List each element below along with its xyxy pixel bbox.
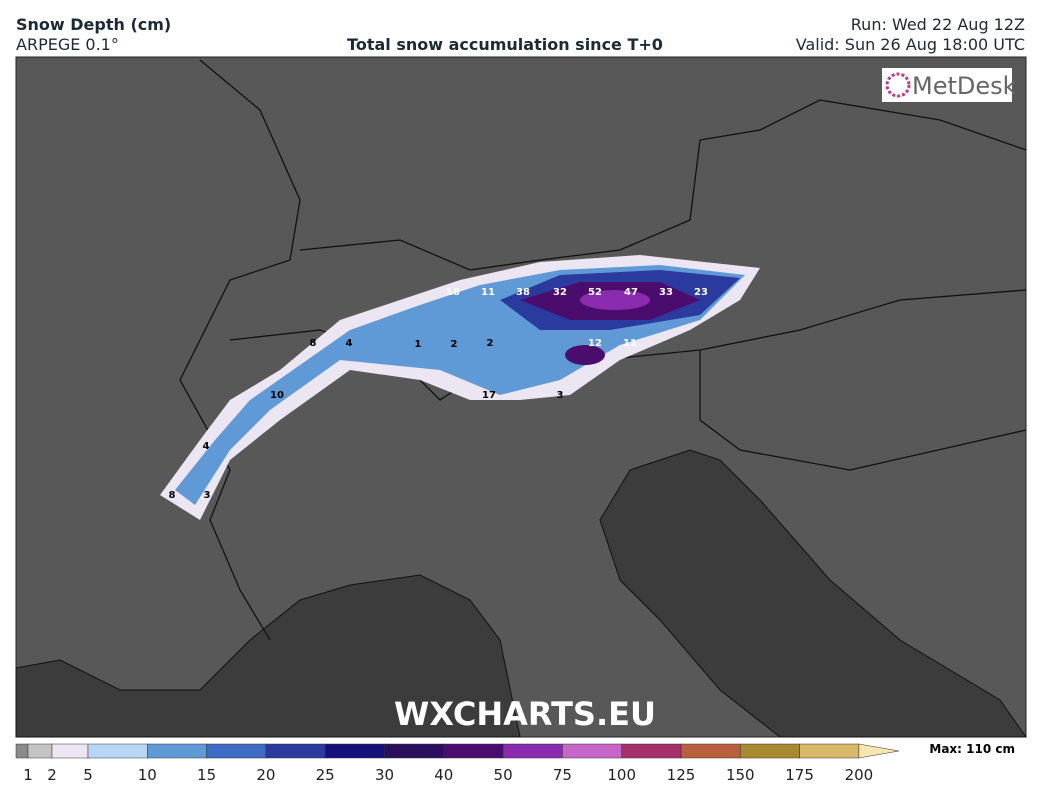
max-label: Max: 110 cm <box>929 742 1015 756</box>
legend-swatch <box>740 743 800 759</box>
legend-tick-label: 15 <box>197 766 216 784</box>
legend-swatch <box>265 743 326 759</box>
map-label: 8 <box>169 490 176 501</box>
legend-swatch <box>27 743 53 759</box>
map-label: 4 <box>346 338 353 349</box>
legend-swatch <box>147 743 207 759</box>
legend-swatch <box>502 743 563 759</box>
legend-tick-label: 20 <box>256 766 275 784</box>
legend-tick-label: 50 <box>494 766 513 784</box>
legend-tick-label: 175 <box>785 766 814 784</box>
legend-swatch <box>562 743 622 759</box>
legend-tick-label: 1 <box>23 766 33 784</box>
legend-tick-label: 200 <box>845 766 874 784</box>
legend-tick-label: 150 <box>726 766 755 784</box>
title: Snow Depth (cm) <box>16 15 171 34</box>
map-label: 4 <box>203 441 210 452</box>
map-label: 23 <box>694 287 708 298</box>
legend-swatch <box>206 743 267 759</box>
map-label: 32 <box>553 287 567 298</box>
map-label: 2 <box>487 338 494 349</box>
watermark: WXCHARTS.EU <box>394 695 656 733</box>
legend-tick-label: 5 <box>83 766 93 784</box>
legend-swatch <box>799 743 860 759</box>
map-label: 2 <box>451 339 458 350</box>
map-label: 1 <box>415 339 422 350</box>
valid-time: Valid: Sun 26 Aug 18:00 UTC <box>796 35 1025 54</box>
map-label: 8 <box>310 338 317 349</box>
logo: MetDesk <box>912 72 1017 100</box>
sea <box>599 449 1027 738</box>
map-label: 3 <box>557 390 564 401</box>
legend-swatch <box>621 743 682 759</box>
legend-swatch <box>15 743 29 759</box>
legend-swatch <box>858 743 899 759</box>
legend-swatch <box>680 743 741 759</box>
legend-tick-label: 25 <box>316 766 335 784</box>
map-label: 3 <box>204 490 211 501</box>
legend-tick-label: 40 <box>434 766 453 784</box>
legend-tick-label: 2 <box>47 766 57 784</box>
legend-swatch <box>87 743 148 759</box>
map-label: 33 <box>659 287 673 298</box>
subtitle: Total snow accumulation since T+0 <box>347 35 663 54</box>
legend-swatch <box>384 743 445 759</box>
map-label: 52 <box>588 287 602 298</box>
map-label: 38 <box>516 287 530 298</box>
map-label: 10 <box>270 390 284 401</box>
model: ARPEGE 0.1° <box>16 35 119 54</box>
map-label: 47 <box>624 287 638 298</box>
legend-swatch <box>324 743 385 759</box>
map-label: 17 <box>482 390 496 401</box>
run-time: Run: Wed 22 Aug 12Z <box>851 15 1025 34</box>
snow-cover <box>160 255 760 520</box>
legend-tick-label: 75 <box>553 766 572 784</box>
legend-swatch <box>51 743 89 759</box>
sea <box>15 574 521 738</box>
legend-tick-label: 30 <box>375 766 394 784</box>
legend-tick-label: 10 <box>138 766 157 784</box>
map-label: 18 <box>446 287 460 298</box>
legend-tick-label: 100 <box>607 766 636 784</box>
logo-box <box>882 68 1012 102</box>
map-label: 12 <box>588 338 602 349</box>
legend-tick-label: 125 <box>667 766 696 784</box>
map-label: 11 <box>623 338 637 349</box>
legend-swatch <box>443 743 504 759</box>
legend: Max: 110 cm 1 2 5 10 15 20 25 30 40 50 75 100 125 150… <box>15 742 1015 784</box>
map-label: 11 <box>481 287 495 298</box>
logo-icon <box>885 72 911 98</box>
